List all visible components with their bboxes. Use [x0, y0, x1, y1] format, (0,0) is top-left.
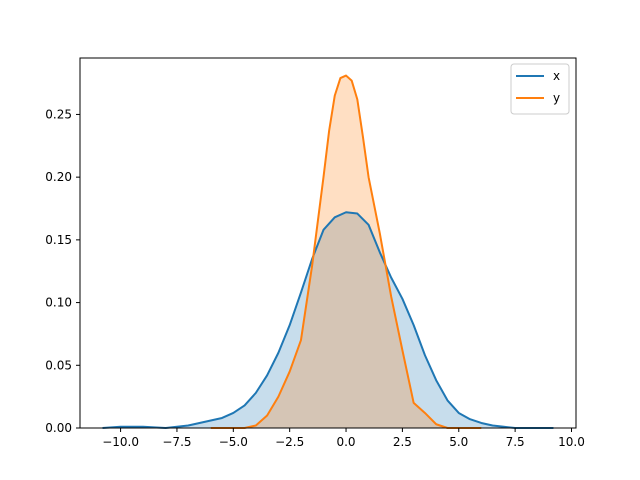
y-tick-label: 0.10: [45, 296, 72, 310]
plot-frame: [79, 57, 577, 429]
x-tick-label: −10.0: [102, 435, 139, 449]
y-tick-label: 0.15: [45, 233, 72, 247]
x-tick-label: −5.0: [219, 435, 248, 449]
x-tick-label: −7.5: [162, 435, 191, 449]
legend: xy: [510, 63, 570, 115]
series-fill-x: [102, 212, 554, 428]
legend-label-y: y: [553, 91, 560, 105]
series-fill-y: [210, 75, 482, 428]
y-tick-label: 0.05: [45, 358, 72, 372]
x-tick-label: 2.5: [393, 435, 412, 449]
x-tick-label: 5.0: [449, 435, 468, 449]
x-tick-label: 10.0: [558, 435, 585, 449]
x-tick-label: 7.5: [506, 435, 525, 449]
series-line-y: [210, 74, 482, 429]
series-fills: [102, 75, 554, 428]
x-axis: −10.0 −7.5 −5.0 −2.5 0.0 2.5 5.0 7.5 10.0: [102, 428, 585, 449]
legend-label-x: x: [553, 69, 560, 83]
series-lines: [102, 74, 554, 429]
y-axis: 0.00 0.05 0.10 0.15 0.20 0.25: [45, 107, 80, 435]
series-line-x: [102, 211, 554, 429]
x-tick-label: 0.0: [336, 435, 355, 449]
y-tick-label: 0.25: [45, 107, 72, 121]
y-tick-label: 0.00: [45, 421, 72, 435]
x-tick-label: −2.5: [275, 435, 304, 449]
y-tick-label: 0.20: [45, 170, 72, 184]
legend-box: [510, 63, 570, 115]
